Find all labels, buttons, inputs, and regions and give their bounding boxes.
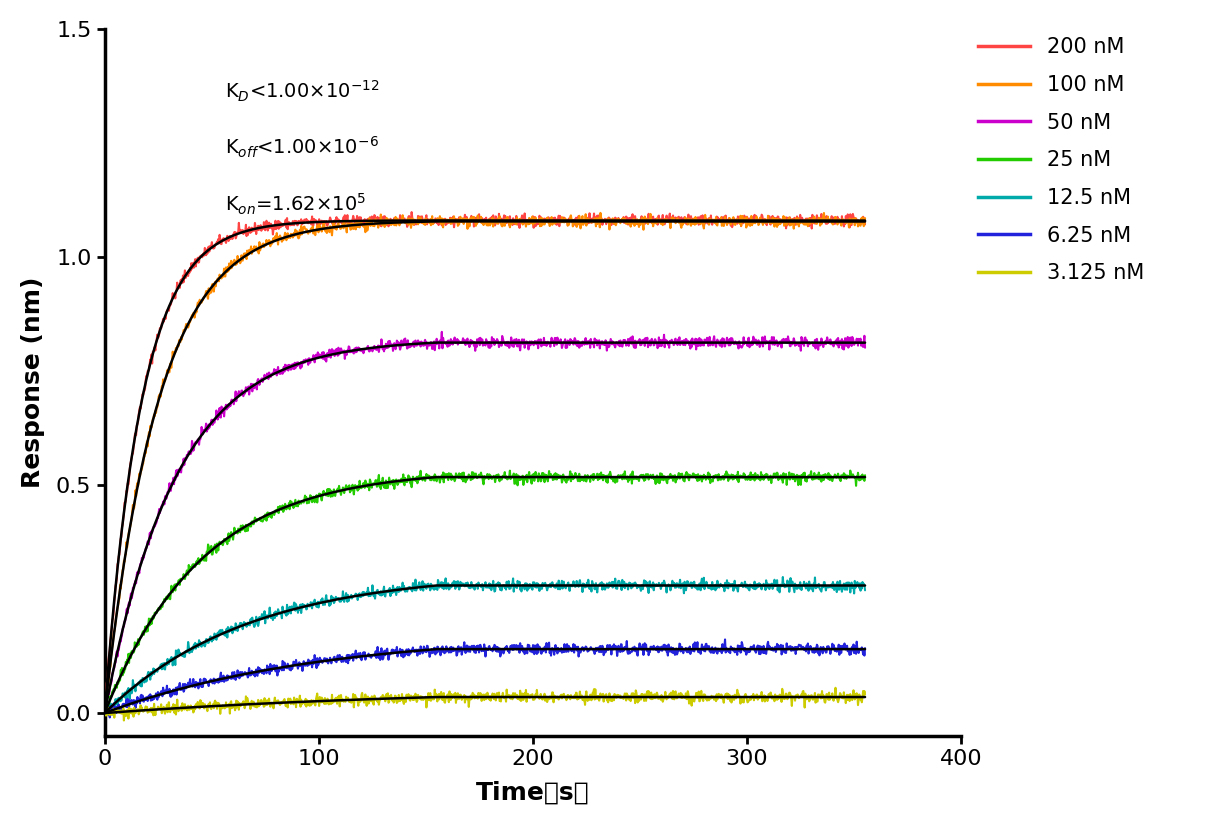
50 nM <box>177 453 192 463</box>
25 nM <box>843 465 857 475</box>
6.25 nM <box>235 671 250 681</box>
100 nM <box>857 213 872 223</box>
25 nM <box>177 574 192 584</box>
3.125 nM <box>844 693 859 703</box>
100 nM <box>97 705 112 715</box>
25 nM <box>436 468 451 478</box>
50 nM <box>468 338 483 348</box>
25 nM <box>857 470 872 480</box>
6.25 nM <box>436 646 451 656</box>
50 nM <box>844 338 859 348</box>
12.5 nM <box>857 586 872 596</box>
6.25 nM <box>718 634 733 644</box>
200 nM <box>404 207 419 217</box>
100 nM <box>749 215 764 225</box>
25 nM <box>844 469 859 478</box>
Line: 6.25 nM: 6.25 nM <box>105 639 865 718</box>
100 nM <box>436 223 451 233</box>
12.5 nM <box>99 707 113 717</box>
100 nM <box>844 219 859 229</box>
3.125 nM <box>828 683 843 693</box>
50 nM <box>234 385 249 395</box>
50 nM <box>857 342 872 352</box>
200 nM <box>436 214 451 224</box>
12.5 nM <box>468 581 483 591</box>
3.125 nM <box>857 690 872 700</box>
200 nM <box>749 211 764 221</box>
6.25 nM <box>844 644 859 654</box>
6.25 nM <box>97 710 112 720</box>
100 nM <box>468 216 483 226</box>
200 nM <box>857 219 872 229</box>
200 nM <box>844 219 859 229</box>
Line: 50 nM: 50 nM <box>105 332 865 714</box>
3.125 nM <box>179 704 193 714</box>
200 nM <box>177 266 192 276</box>
50 nM <box>435 327 450 337</box>
12.5 nM <box>749 581 764 591</box>
12.5 nM <box>436 584 451 594</box>
Line: 12.5 nM: 12.5 nM <box>105 577 865 712</box>
3.125 nM <box>97 711 112 721</box>
25 nM <box>234 525 249 535</box>
100 nM <box>177 325 192 335</box>
Text: K$_{off}$<1.00×10$^{-6}$: K$_{off}$<1.00×10$^{-6}$ <box>224 134 378 160</box>
Line: 100 nM: 100 nM <box>105 213 865 710</box>
50 nM <box>436 338 451 348</box>
3.125 nM <box>436 688 451 698</box>
50 nM <box>749 335 764 345</box>
6.25 nM <box>102 713 117 723</box>
25 nM <box>748 469 763 478</box>
Line: 25 nM: 25 nM <box>105 470 865 713</box>
3.125 nM <box>468 693 483 703</box>
Y-axis label: Response (nm): Response (nm) <box>21 276 44 488</box>
200 nM <box>234 229 249 238</box>
100 nM <box>593 208 607 218</box>
Text: K$_{D}$<1.00×10$^{-12}$: K$_{D}$<1.00×10$^{-12}$ <box>224 78 379 103</box>
12.5 nM <box>179 646 193 656</box>
6.25 nM <box>857 644 872 653</box>
200 nM <box>468 219 483 229</box>
X-axis label: Time（s）: Time（s） <box>476 780 590 804</box>
3.125 nM <box>749 693 764 703</box>
25 nM <box>468 469 483 479</box>
6.25 nM <box>749 645 764 655</box>
Legend: 200 nM, 100 nM, 50 nM, 25 nM, 12.5 nM, 6.25 nM, 3.125 nM: 200 nM, 100 nM, 50 nM, 25 nM, 12.5 nM, 6… <box>970 29 1152 292</box>
100 nM <box>234 255 249 265</box>
Line: 3.125 nM: 3.125 nM <box>105 688 865 720</box>
12.5 nM <box>235 625 250 634</box>
Line: 200 nM: 200 nM <box>105 212 865 712</box>
200 nM <box>97 707 112 717</box>
3.125 nM <box>117 715 132 725</box>
Text: K$_{on}$=1.62×10$^{5}$: K$_{on}$=1.62×10$^{5}$ <box>224 191 366 217</box>
6.25 nM <box>468 648 483 658</box>
12.5 nM <box>97 707 112 717</box>
12.5 nM <box>775 572 790 582</box>
50 nM <box>97 709 112 719</box>
6.25 nM <box>179 680 193 690</box>
3.125 nM <box>235 698 250 708</box>
12.5 nM <box>844 578 859 587</box>
25 nM <box>97 708 112 718</box>
